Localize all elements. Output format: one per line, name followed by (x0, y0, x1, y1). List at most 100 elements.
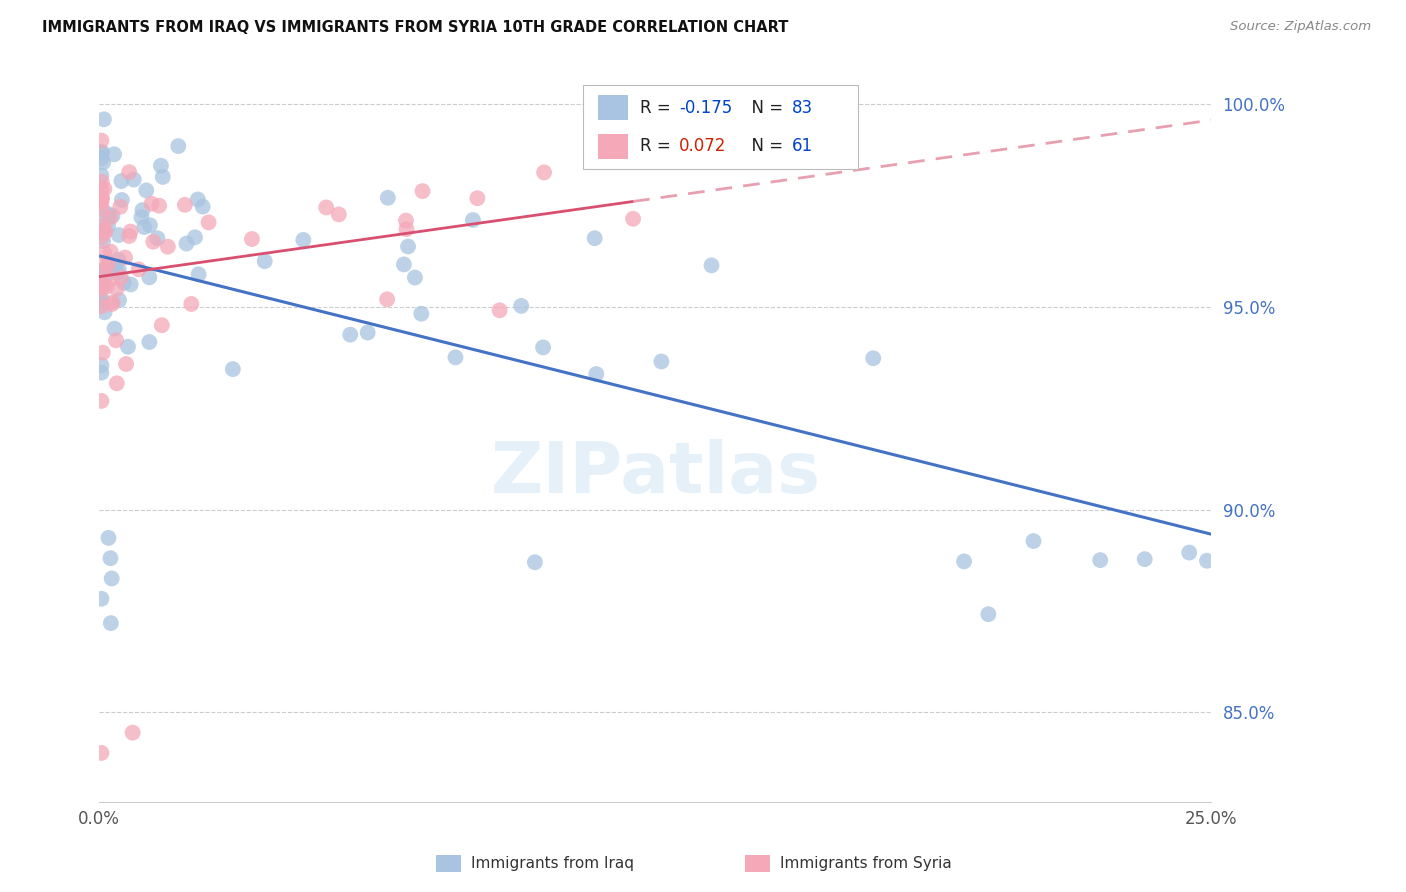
Point (253, 254, 276, 268)
Point (93, 112, 115, 127)
Point (138, 334, 160, 349)
Point (98, 273, 121, 287)
Point (197, 215, 219, 229)
Point (533, 165, 555, 179)
Point (240, 232, 263, 246)
Point (90, 175, 112, 189)
Point (90, 191, 112, 205)
Point (104, 261, 127, 276)
Point (90, 145, 112, 160)
Point (1022, 534, 1045, 549)
Point (510, 299, 533, 313)
Point (90, 169, 112, 183)
Point (150, 318, 173, 333)
Point (131, 210, 153, 224)
Point (100, 244, 122, 259)
Point (90, 366, 112, 380)
Point (121, 725, 143, 739)
Point (187, 193, 209, 207)
Point (583, 231, 606, 245)
Point (112, 276, 135, 290)
Point (176, 236, 198, 251)
Point (156, 240, 179, 254)
Point (101, 209, 124, 223)
Point (111, 193, 134, 207)
Point (107, 252, 129, 267)
Point (375, 293, 398, 307)
Point (1195, 554, 1218, 568)
Point (110, 270, 132, 285)
Point (122, 172, 145, 186)
Point (523, 555, 546, 569)
Point (357, 326, 380, 340)
Point (377, 191, 399, 205)
Point (105, 376, 128, 391)
Point (621, 211, 644, 226)
Point (862, 351, 884, 366)
Point (114, 251, 136, 265)
Point (488, 303, 510, 318)
Point (96, 279, 118, 293)
Point (90, 359, 112, 373)
Point (108, 263, 131, 277)
Point (152, 169, 174, 184)
Point (108, 293, 131, 308)
Point (91, 219, 114, 234)
Point (90, 274, 112, 288)
Point (328, 207, 350, 221)
Point (91, 191, 114, 205)
Point (110, 200, 132, 214)
Text: Immigrants from Iraq: Immigrants from Iraq (471, 856, 634, 871)
Point (90, 194, 112, 208)
Point (1178, 545, 1201, 559)
Point (118, 229, 141, 244)
Point (97, 207, 120, 221)
Point (146, 231, 169, 245)
Point (292, 233, 315, 247)
Point (100, 572, 122, 586)
Point (444, 351, 467, 365)
Point (396, 239, 419, 253)
Point (149, 159, 172, 173)
Point (191, 200, 214, 214)
Point (339, 327, 361, 342)
Text: N =: N = (741, 99, 789, 117)
Point (1090, 553, 1112, 567)
Text: R =: R = (640, 137, 676, 155)
Point (90, 211, 112, 225)
Text: ZIPatlas: ZIPatlas (491, 439, 820, 508)
Point (101, 295, 124, 310)
Point (184, 230, 207, 244)
Point (128, 262, 150, 277)
Point (90, 277, 112, 292)
Point (1133, 552, 1156, 566)
Point (90, 202, 112, 216)
Point (91, 155, 114, 169)
Point (100, 616, 122, 631)
Text: R =: R = (640, 99, 676, 117)
Point (90, 746, 112, 760)
Point (120, 225, 142, 239)
Point (90, 264, 112, 278)
Point (91, 227, 114, 241)
Point (585, 367, 607, 381)
Point (700, 259, 723, 273)
Point (94, 224, 117, 238)
Point (90, 279, 112, 293)
Point (90, 393, 112, 408)
Point (134, 220, 156, 235)
Point (120, 277, 142, 292)
Point (392, 257, 415, 271)
Point (167, 139, 190, 153)
Point (90, 283, 112, 297)
Point (173, 198, 195, 212)
Point (105, 282, 128, 296)
Point (97, 219, 120, 233)
Point (90, 145, 112, 160)
Point (404, 270, 426, 285)
Point (105, 265, 128, 279)
Point (107, 227, 129, 242)
Text: Immigrants from Syria: Immigrants from Syria (780, 856, 952, 871)
Point (187, 268, 209, 282)
Point (139, 219, 162, 233)
